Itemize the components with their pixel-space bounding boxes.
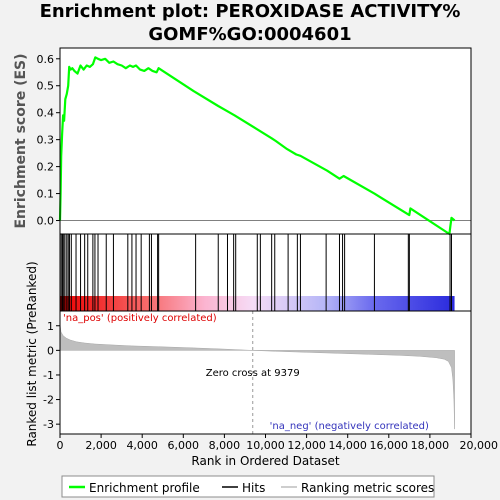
x-tick-label: 14,000 bbox=[328, 439, 367, 452]
es-y-tick-label: 0.1 bbox=[37, 188, 55, 201]
metric-y-tick-label: -3 bbox=[43, 418, 54, 431]
metric-panel-background bbox=[60, 311, 471, 434]
x-tick-label: 20,000 bbox=[460, 439, 499, 452]
es-y-tick-label: 0.5 bbox=[37, 80, 55, 93]
metric-panel: 'na_pos' (positively correlated) Zero cro… bbox=[25, 261, 472, 447]
x-tick-label: 12,000 bbox=[287, 439, 326, 452]
chart-title-line-1: Enrichment plot: PEROXIDASE ACTIVITY% bbox=[39, 1, 461, 22]
es-panel: 0.0 0.1 0.2 0.3 0.4 0.5 0.6 Enrichment score (E… bbox=[13, 47, 472, 236]
x-axis-label: Rank in Ordered Dataset bbox=[191, 454, 339, 468]
es-y-tick-label: 0.6 bbox=[37, 53, 55, 66]
legend-label-ranking-metric: Ranking metric scores bbox=[301, 481, 434, 495]
metric-y-axis-label: Ranked list metric (PreRanked) bbox=[25, 261, 39, 446]
es-y-axis-label: Enrichment score (ES) bbox=[13, 53, 29, 228]
chart-title-line-2: GOMF%GO:0004601 bbox=[148, 24, 352, 45]
metric-y-tick-label: 0 bbox=[47, 344, 54, 357]
x-tick-label: 2,000 bbox=[85, 439, 117, 452]
hits-panel bbox=[59, 233, 472, 312]
legend: Enrichment profile Hits Ranking metric sco… bbox=[61, 475, 435, 498]
chart-title: Enrichment plot: PEROXIDASE ACTIVITY% GO… bbox=[0, 0, 500, 46]
x-tick-label: 16,000 bbox=[370, 439, 409, 452]
x-tick-label: 18,000 bbox=[411, 439, 450, 452]
legend-box bbox=[61, 475, 435, 498]
es-y-tick-label: 0.4 bbox=[37, 107, 55, 120]
legend-label-hits: Hits bbox=[242, 481, 265, 495]
metric-y-tick-label: -2 bbox=[43, 394, 54, 407]
ranking-metric-area bbox=[59, 323, 455, 430]
metric-y-tick-label: 1 bbox=[47, 320, 54, 333]
es-y-tick-label: 0.3 bbox=[37, 134, 55, 147]
x-tick-label: 6,000 bbox=[168, 439, 200, 452]
es-panel-background bbox=[60, 48, 471, 234]
zero-cross-label: Zero cross at 9379 bbox=[206, 368, 300, 379]
x-tick-label: 0 bbox=[57, 439, 64, 452]
legend-label-enrichment-profile: Enrichment profile bbox=[89, 481, 200, 495]
x-tick-label: 4,000 bbox=[126, 439, 158, 452]
metric-y-tick-label: -1 bbox=[43, 369, 54, 382]
es-y-tick-label: 0.2 bbox=[37, 161, 55, 174]
x-tick-label: 10,000 bbox=[246, 439, 285, 452]
negative-correlation-label: 'na_neg' (negatively correlated) bbox=[270, 421, 429, 432]
es-y-tick-label: 0.0 bbox=[37, 215, 55, 228]
enrichment-profile-line bbox=[58, 56, 456, 236]
x-axis: 0 2,000 4,000 6,000 8,000 10,000 12,000 14,000 1… bbox=[57, 434, 499, 468]
x-tick-label: 8,000 bbox=[209, 439, 241, 452]
positive-correlation-label: 'na_pos' (positively correlated) bbox=[63, 313, 217, 324]
